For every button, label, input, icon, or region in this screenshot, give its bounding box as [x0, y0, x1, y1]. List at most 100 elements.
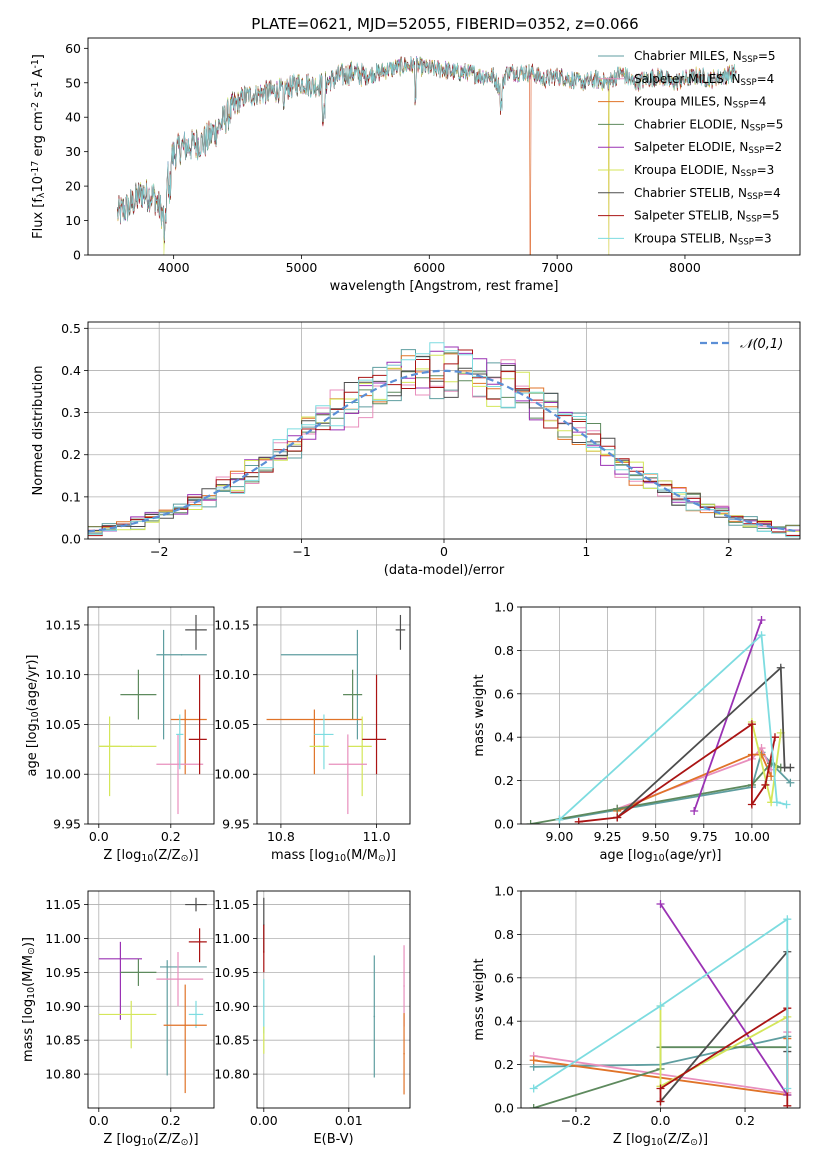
- x-tick-label: 0.0: [89, 829, 109, 844]
- legend-label: Salpeter MILES, NSSP=4: [634, 72, 774, 88]
- y-tick-label: 30: [65, 144, 81, 159]
- data-marker: [656, 1002, 665, 1011]
- data-point: [184, 1024, 186, 1027]
- y-tick-label: 20: [65, 179, 81, 194]
- y-tick-label: 10.85: [214, 1033, 250, 1048]
- chart-age-vs-mass: 10.8 11.0 9.95 10.00 10.05 10.10 10.15 mass [lo…: [214, 606, 411, 864]
- series-line: [659, 903, 789, 1096]
- data-marker: [656, 900, 665, 909]
- chart-age-vs-Z: 0.0 0.2 9.95 10.00 10.05 10.10 10.15 Z [log10(Z…: [25, 606, 215, 864]
- data-point: [313, 718, 316, 721]
- axes-frame: [87, 37, 801, 256]
- y-tick-label: 0.0: [494, 817, 514, 832]
- x-axis-label: E(B-V): [313, 1132, 353, 1147]
- y-tick-label: 10.15: [45, 617, 81, 632]
- series-line: [616, 753, 772, 812]
- data-point: [130, 745, 132, 748]
- y-tick-label: 50: [65, 75, 81, 90]
- y-tick-label: 1.0: [494, 600, 514, 615]
- legend-label: Salpeter STELIB, NSSP=5: [634, 209, 780, 225]
- legend-label: Kroupa STELIB, NSSP=3: [634, 231, 772, 247]
- y-tick-label: 0.8: [494, 643, 514, 658]
- y-tick-label: 0.1: [61, 489, 81, 504]
- x-tick-label: 4000: [158, 260, 190, 275]
- y-tick-label: 9.95: [222, 817, 250, 832]
- x-tick-label: 9.50: [642, 829, 670, 844]
- data-point: [195, 903, 197, 906]
- data-marker: [613, 804, 622, 813]
- y-tick-label: 0.5: [61, 321, 81, 336]
- data-point: [184, 718, 186, 721]
- legend-label: Salpeter ELODIE, NSSP=2: [634, 140, 782, 156]
- data-marker: [529, 1084, 538, 1093]
- data-marker: [783, 915, 792, 924]
- y-tick-label: 0.6: [494, 970, 514, 985]
- chart-mass-vs-EBV: 0.00 0.01 10.80 10.85 10.90 10.95 11.00 11.05 E(…: [214, 890, 411, 1147]
- data-point: [318, 745, 320, 748]
- x-tick-label: 10.00: [734, 829, 770, 844]
- data-point: [375, 738, 378, 741]
- x-tick-label: 0.0: [651, 1113, 671, 1128]
- data-point: [137, 971, 140, 974]
- y-tick-label: 10.80: [45, 1067, 81, 1082]
- data-marker: [783, 1084, 792, 1093]
- data-point: [177, 763, 179, 766]
- x-tick-label: 0.2: [735, 1113, 755, 1128]
- data-marker: [772, 798, 781, 807]
- plot-area: [117, 55, 737, 255]
- data-point: [399, 629, 402, 631]
- data-marker: [786, 763, 795, 772]
- legend-label: Chabrier STELIB, NSSP=4: [634, 186, 781, 202]
- normal-reference-curve: [88, 369, 798, 533]
- y-tick-label: 10.90: [45, 999, 81, 1014]
- series-line: [578, 722, 776, 823]
- plot-area: [88, 342, 800, 539]
- y-tick-label: 10.85: [45, 1033, 81, 1048]
- y-tick-label: 11.05: [214, 897, 250, 912]
- y-tick-label: 0.4: [61, 363, 81, 378]
- y-tick-label: 0.2: [494, 1057, 514, 1072]
- y-tick-label: 0.8: [494, 927, 514, 942]
- x-axis-label: Z [log10(Z/Z⊙)]: [613, 1132, 708, 1148]
- x-tick-label: 0.2: [161, 829, 181, 844]
- y-axis-label: Flux [fλ10-17 erg cm-2 s-1 A-1]: [30, 54, 47, 239]
- x-tick-label: 0.0: [89, 1113, 109, 1128]
- data-marker: [757, 631, 766, 640]
- data-point: [351, 693, 354, 696]
- y-axis-label: mass weight: [472, 674, 487, 756]
- y-axis-label: age [log10(age/yr)]: [25, 654, 41, 776]
- axes-frame: [256, 890, 411, 1109]
- y-tick-label: 0.4: [494, 1014, 514, 1029]
- axes-frame: [87, 606, 215, 825]
- y-tick-label: 10.05: [45, 717, 81, 732]
- y-tick-label: 10: [65, 213, 81, 228]
- y-tick-label: 0.3: [61, 405, 81, 420]
- data-point: [130, 1013, 132, 1016]
- y-tick-label: 10.05: [214, 717, 250, 732]
- plot-area: [263, 897, 405, 1095]
- data-marker: [656, 1084, 665, 1093]
- y-tick-label: 1.0: [494, 884, 514, 899]
- data-marker: [770, 733, 779, 742]
- data-point: [323, 733, 325, 736]
- y-tick-label: 0.0: [494, 1101, 514, 1116]
- y-tick-label: 10.90: [214, 999, 250, 1014]
- y-tick-label: 11.00: [45, 931, 81, 946]
- data-point: [198, 941, 201, 943]
- chart-weight-vs-Z: −0.2 0.0 0.2 0.0 0.2 0.4 0.6 0.8 1.0 Z [log10(Z/Z…: [472, 884, 801, 1148]
- y-tick-label: 0.4: [494, 730, 514, 745]
- y-tick-label: 11.05: [45, 897, 81, 912]
- figure-title: PLATE=0621, MJD=52055, FIBERID=0352, z=0…: [251, 15, 638, 33]
- data-point: [361, 745, 363, 748]
- data-point: [356, 653, 359, 656]
- data-marker: [776, 663, 785, 672]
- data-marker: [574, 817, 583, 824]
- data-point: [137, 693, 140, 696]
- chart-residuals: −2 −1 0 1 2 0.0 0.1 0.2 0.3 0.4 0.5 (data-model)/er…: [31, 321, 801, 578]
- x-tick-label: −2: [150, 544, 168, 559]
- chart-spectrum: 4000 5000 6000 7000 8000 0 10 20 30 40 50 60 wavelen…: [30, 37, 801, 294]
- y-axis-label: mass weight: [472, 958, 487, 1040]
- histogram-series: [88, 342, 800, 538]
- x-tick-label: 8000: [669, 260, 701, 275]
